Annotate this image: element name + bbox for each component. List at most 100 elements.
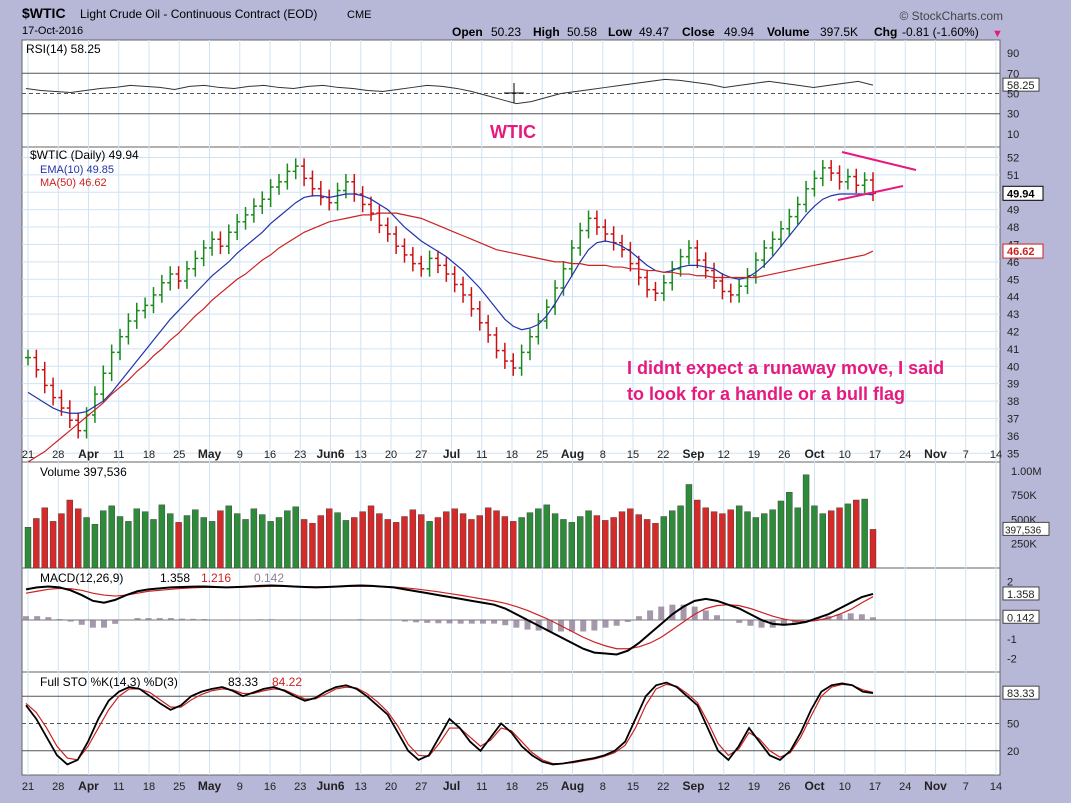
volume-bar	[510, 521, 517, 569]
macd-histogram-bar	[312, 620, 319, 621]
rsi-line	[25, 78, 874, 105]
x-tick-label: 13	[355, 781, 367, 793]
close-value: 49.94	[724, 25, 754, 39]
volume-bar	[108, 505, 115, 569]
volume-bar	[752, 517, 760, 569]
macd-histogram-bar	[101, 620, 108, 628]
x-tick-label: 17	[869, 449, 881, 461]
x-tick-label: Jun6	[316, 779, 344, 793]
x-tick-label: 15	[627, 449, 639, 461]
volume-bar	[133, 508, 140, 569]
volume-tag-label: 397,536	[1005, 525, 1042, 536]
price-tick-label: 36	[1007, 431, 1019, 443]
volume-bar	[284, 510, 291, 569]
x-tick-label: 11	[113, 781, 124, 793]
x-tick-label: 25	[173, 781, 185, 793]
x-tick-label: 27	[415, 449, 427, 461]
macd-tick-label: -1	[1007, 634, 1017, 646]
price-tick-label: 45	[1007, 274, 1019, 286]
x-tick-label: 17	[869, 781, 881, 793]
macd-histogram-bar	[513, 620, 520, 628]
x-tick-label: Apr	[78, 447, 99, 461]
volume-bar	[225, 505, 232, 569]
ma-50-line	[27, 212, 874, 463]
stochastic-panel: 83.33 50 20	[22, 681, 1040, 766]
x-tick-label: 26	[778, 781, 790, 793]
macd-histogram-bar	[134, 618, 141, 620]
x-tick-label: 16	[264, 781, 276, 793]
sto-d-value: 84.22	[272, 675, 302, 689]
volume-tick-label: 250K	[1011, 539, 1037, 551]
volume-bar	[401, 516, 408, 569]
x-tick-label: Nov	[924, 447, 947, 461]
x-tick-label: 10	[839, 781, 851, 793]
macd-histogram-bar	[257, 619, 264, 620]
macd-histogram-bar	[156, 618, 163, 620]
annotation-line-2: to look for a handle or a bull flag	[627, 384, 905, 404]
macd-histogram-bar	[491, 620, 498, 624]
x-tick-label: 21	[22, 449, 34, 461]
volume-bar	[543, 504, 550, 569]
x-tick-label: Sep	[682, 447, 704, 461]
price-tick-label: 41	[1007, 344, 1019, 356]
volume-bar	[367, 505, 375, 569]
chg-down-icon: ▼	[992, 28, 1003, 40]
x-tick-label: 16	[264, 449, 276, 461]
price-tag-label: 46.62	[1007, 246, 1035, 258]
macd-histogram-bar	[569, 620, 576, 632]
macd-histogram-bar	[747, 620, 754, 626]
volume-bar	[811, 505, 818, 569]
volume-bar	[844, 503, 852, 569]
macd-histogram-bar	[669, 604, 676, 620]
flag-upper-trendline	[841, 151, 917, 171]
rsi-tick-label: 30	[1007, 109, 1019, 121]
volume-bar	[618, 511, 626, 569]
price-tick-label: 48	[1007, 222, 1019, 234]
macd-histogram-bar	[847, 613, 854, 620]
volume-bar	[24, 527, 32, 569]
volume-bar	[49, 521, 57, 569]
sto-d-line	[25, 683, 874, 765]
x-tick-label: Nov	[924, 779, 947, 793]
volume-bar	[526, 512, 534, 569]
rsi-tick-label: 10	[1007, 129, 1019, 141]
volume-bar	[493, 510, 500, 569]
volume-bar	[602, 520, 609, 569]
date-label: 17-Oct-2016	[22, 25, 83, 37]
x-tick-label: 12	[718, 449, 730, 461]
instrument-name: Light Crude Oil - Continuous Contract (E…	[80, 7, 317, 21]
x-tick-label: May	[198, 779, 222, 793]
volume-bar	[476, 515, 483, 569]
volume-bar	[351, 517, 358, 569]
volume-bar	[727, 509, 734, 569]
macd-signal-value: 1.216	[201, 571, 231, 585]
macd-tick-label: -2	[1007, 653, 1017, 665]
x-tick-label: 25	[173, 449, 185, 461]
macd-histogram-bar	[479, 620, 486, 624]
volume-bar	[694, 499, 701, 569]
volume-bar	[125, 521, 132, 569]
x-tick-label: 23	[294, 781, 306, 793]
rsi-tag	[1002, 77, 1040, 92]
volume-bar	[141, 511, 149, 569]
volume-bar	[267, 521, 274, 569]
x-tick-label: 20	[385, 449, 397, 461]
volume-bar	[551, 513, 559, 569]
macd-histogram-bar	[424, 620, 431, 623]
volume-bar	[58, 513, 65, 569]
volume-bar	[719, 513, 726, 569]
volume-bar	[275, 517, 283, 569]
volume-bar	[359, 511, 366, 569]
price-tick-label: 35	[1007, 448, 1019, 460]
macd-histogram-bar	[167, 618, 174, 620]
x-tick-label: 19	[748, 449, 760, 461]
volume-bar	[568, 522, 576, 569]
x-tick-label: 11	[476, 781, 487, 793]
sto-tick-label: 50	[1007, 719, 1019, 731]
price-tick-label: 46	[1007, 257, 1019, 269]
sto-tag	[1002, 685, 1040, 700]
macd-histogram-bar	[457, 620, 464, 624]
macd-hist-value: 0.142	[254, 571, 284, 585]
